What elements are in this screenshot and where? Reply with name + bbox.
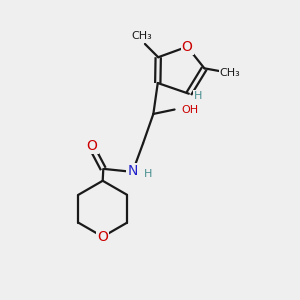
- Text: CH₃: CH₃: [132, 31, 152, 41]
- Text: O: O: [97, 230, 108, 244]
- Text: OH: OH: [181, 104, 199, 115]
- Text: H: H: [194, 91, 202, 101]
- Text: N: N: [128, 164, 138, 178]
- Text: O: O: [87, 139, 98, 153]
- Text: CH₃: CH₃: [220, 68, 240, 78]
- Text: O: O: [182, 40, 193, 54]
- Text: H: H: [144, 169, 152, 179]
